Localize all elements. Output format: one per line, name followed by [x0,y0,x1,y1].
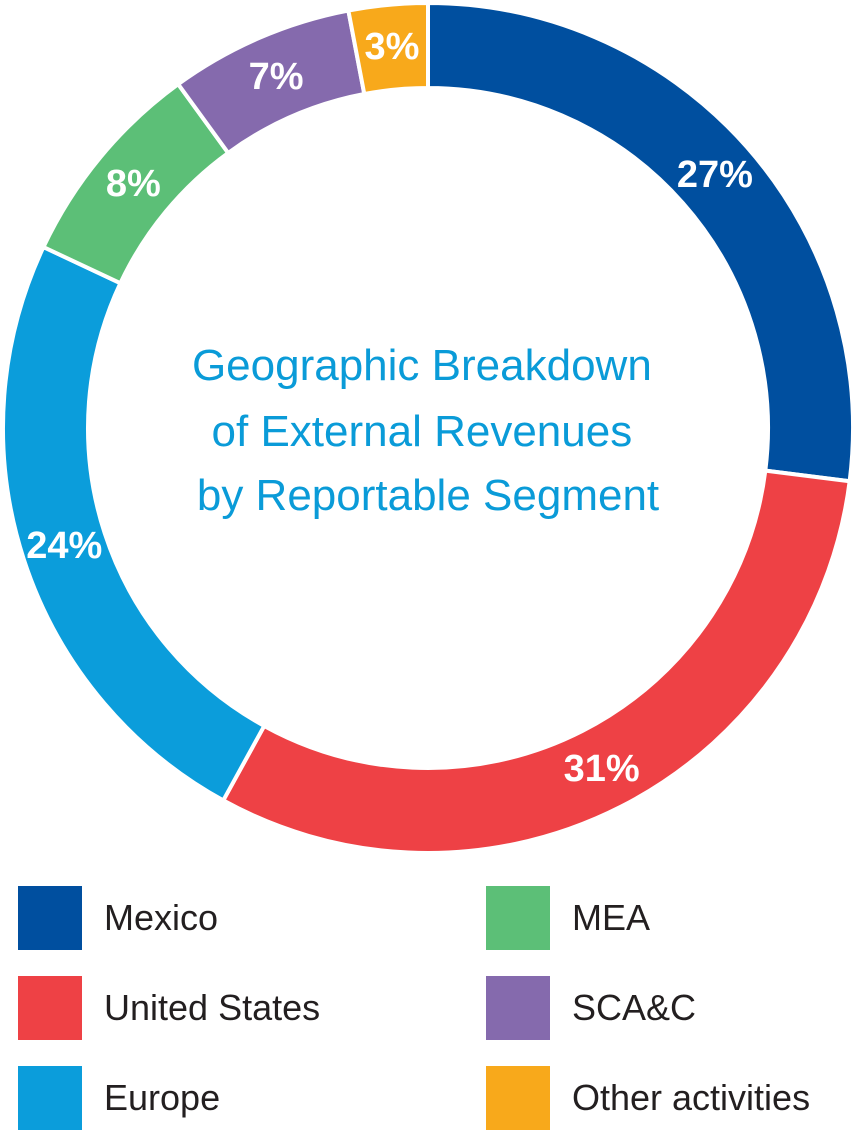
slices-layer [1,0,855,855]
slice-label-europe: 24% [26,525,102,567]
slice-label-mexico: 27% [677,154,753,196]
slice-label-mea: 8% [106,163,161,205]
chart-title-line-3: by Reportable Segment [197,471,659,520]
slice-label-sca-c: 7% [249,56,304,98]
chart-title: Geographic Breakdown of External Revenue… [192,341,664,520]
slice-label-united-states: 31% [564,748,640,790]
slice-label-other-activities: 3% [365,26,420,68]
chart-title-line-1: Geographic Breakdown [192,341,652,390]
chart-title-line-2: of External Revenues [212,407,633,456]
slice-united-states [220,468,852,855]
slice-other-activities [346,0,430,97]
slice-labels-layer: 27% 31% 24% 8% 7% 3% [26,26,753,790]
slice-europe [1,244,267,804]
